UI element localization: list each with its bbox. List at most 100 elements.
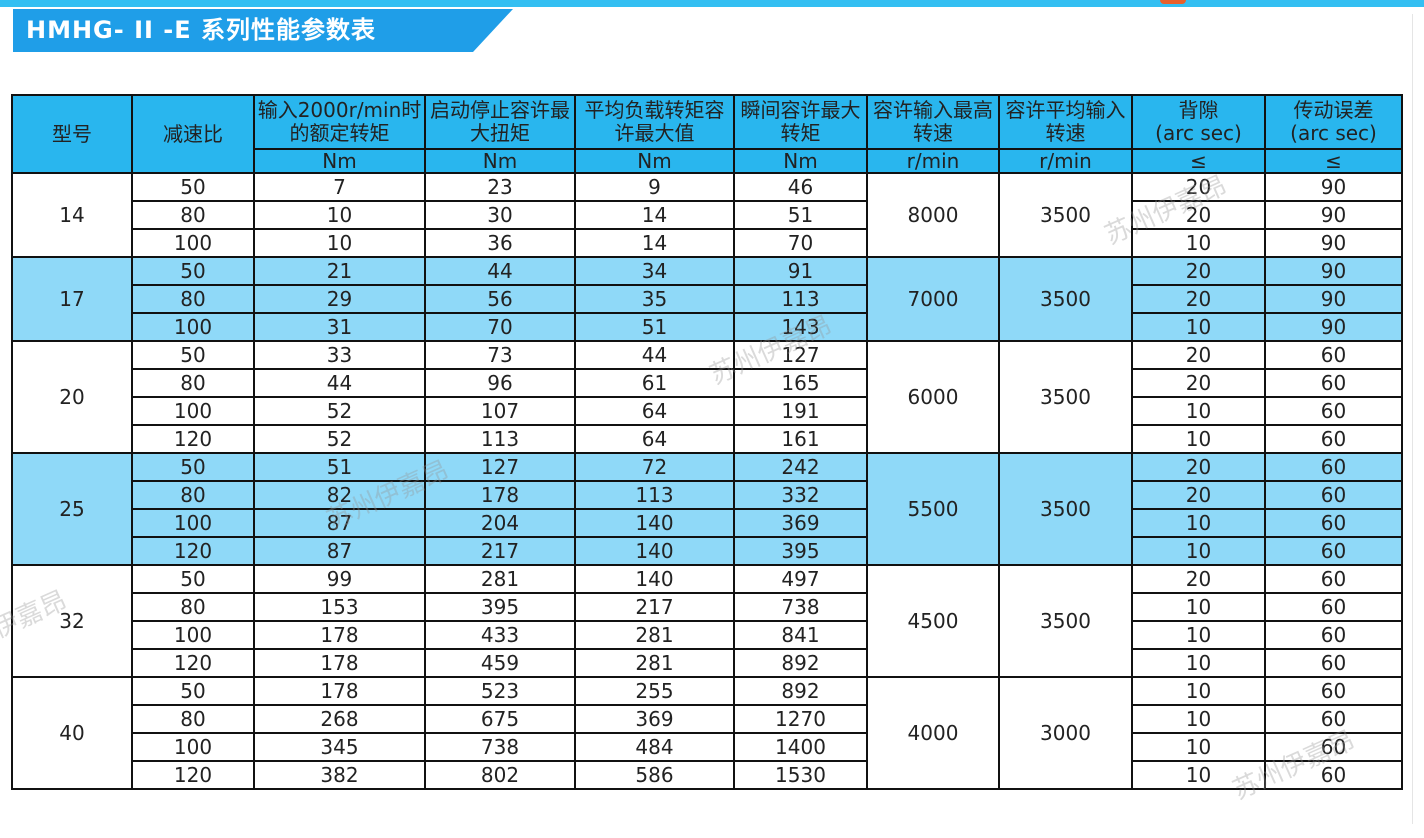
cell-ratio: 80 (131, 284, 255, 314)
cell-rated-torque: 178 (253, 676, 426, 706)
cell-start-stop-torque: 204 (424, 508, 576, 538)
cell-rated-torque: 29 (253, 284, 426, 314)
cell-backlash: 10 (1131, 536, 1266, 566)
cell-ratio: 50 (131, 172, 255, 202)
cell-backlash: 10 (1131, 424, 1266, 454)
table-row: 80 268 675 369 1270 10 60 (12, 704, 1403, 734)
cell-instant-torque: 892 (733, 676, 868, 706)
table-row: 100 178 433 281 841 10 60 (12, 620, 1403, 650)
cell-backlash: 10 (1131, 704, 1266, 734)
cell-backlash: 10 (1131, 760, 1266, 790)
cell-instant-torque: 1400 (733, 732, 868, 762)
cell-model: 40 (11, 676, 133, 790)
spec-table: 型号 减速比 输入2000r/min时的额定转矩 启动停止容许最大扭矩 平均负载… (11, 94, 1403, 790)
cell-avg-load-torque: 9 (574, 172, 735, 202)
cell-max-input-speed: 4500 (866, 564, 1000, 678)
cell-transmission-error: 90 (1264, 172, 1403, 202)
table-row: 17 50 21 44 34 91 7000 3500 20 90 (11, 256, 1403, 342)
cell-max-input-speed: 4000 (866, 676, 1000, 790)
table-row: 80 44 96 61 165 20 60 (12, 368, 1403, 398)
cell-rated-torque: 21 (253, 256, 426, 286)
cell-avg-load-torque: 14 (574, 228, 735, 258)
cell-avg-load-torque: 484 (574, 732, 735, 762)
cell-rated-torque: 10 (253, 200, 426, 230)
cell-transmission-error: 90 (1264, 284, 1403, 314)
header-avg-load-torque: 平均负载转矩容许最大值 (574, 94, 735, 150)
cell-backlash: 20 (1131, 452, 1266, 482)
cell-rated-torque: 52 (253, 424, 426, 454)
table-row: 120 52 113 64 161 10 60 (12, 424, 1403, 454)
cell-start-stop-torque: 36 (424, 228, 576, 258)
cell-backlash: 20 (1131, 368, 1266, 398)
table-row: 80 82 178 113 332 20 60 (12, 480, 1403, 510)
table-row: 100 87 204 140 369 10 60 (12, 508, 1403, 538)
cell-avg-load-torque: 217 (574, 592, 735, 622)
unit-transmission-error: ≤ (1264, 148, 1403, 174)
cell-backlash: 10 (1131, 732, 1266, 762)
cell-instant-torque: 191 (733, 396, 868, 426)
cell-start-stop-torque: 395 (424, 592, 576, 622)
unit-backlash: ≤ (1131, 148, 1266, 174)
cell-avg-load-torque: 35 (574, 284, 735, 314)
cell-avg-load-torque: 34 (574, 256, 735, 286)
table-row: 25 50 51 127 72 242 5500 3500 20 60 (11, 452, 1403, 566)
cell-instant-torque: 242 (733, 452, 868, 482)
header-backlash: 背隙 (arc sec) (1131, 94, 1266, 150)
cell-rated-torque: 99 (253, 564, 426, 594)
cell-instant-torque: 1270 (733, 704, 868, 734)
cell-instant-torque: 46 (733, 172, 868, 202)
table-row: 14 50 7 23 9 46 8000 3500 20 90 (11, 172, 1403, 258)
cell-start-stop-torque: 70 (424, 312, 576, 342)
cell-backlash: 10 (1131, 312, 1266, 342)
cell-start-stop-torque: 738 (424, 732, 576, 762)
right-divider (1412, 14, 1413, 824)
unit-start-stop-torque: Nm (424, 148, 576, 174)
header-ratio: 减速比 (131, 94, 255, 174)
cell-backlash: 20 (1131, 340, 1266, 370)
unit-row: Nm Nm Nm Nm r/min r/min ≤ ≤ (12, 148, 1403, 174)
table-row: 32 50 99 281 140 497 4500 3500 20 60 (11, 564, 1403, 678)
unit-avg-load-torque: Nm (574, 148, 735, 174)
cell-start-stop-torque: 523 (424, 676, 576, 706)
cell-ratio: 80 (131, 368, 255, 398)
cell-avg-load-torque: 64 (574, 424, 735, 454)
cell-rated-torque: 31 (253, 312, 426, 342)
cell-start-stop-torque: 281 (424, 564, 576, 594)
cell-ratio: 120 (131, 648, 255, 678)
cell-transmission-error: 60 (1264, 648, 1403, 678)
cell-ratio: 80 (131, 592, 255, 622)
cell-avg-load-torque: 44 (574, 340, 735, 370)
cell-transmission-error: 60 (1264, 424, 1403, 454)
cell-transmission-error: 60 (1264, 480, 1403, 510)
cell-backlash: 10 (1131, 508, 1266, 538)
cell-transmission-error: 60 (1264, 592, 1403, 622)
cell-ratio: 80 (131, 480, 255, 510)
cell-avg-load-torque: 61 (574, 368, 735, 398)
table-row: 100 52 107 64 191 10 60 (12, 396, 1403, 426)
table-row: 120 87 217 140 395 10 60 (12, 536, 1403, 566)
header-instant-torque: 瞬间容许最大转矩 (733, 94, 868, 150)
cell-instant-torque: 332 (733, 480, 868, 510)
table-row: 100 345 738 484 1400 10 60 (12, 732, 1403, 762)
cell-ratio: 100 (131, 620, 255, 650)
header-model: 型号 (11, 94, 133, 174)
cell-model: 32 (11, 564, 133, 678)
cell-transmission-error: 90 (1264, 256, 1403, 286)
cell-avg-load-torque: 140 (574, 508, 735, 538)
cell-ratio: 50 (131, 564, 255, 594)
cell-rated-torque: 87 (253, 536, 426, 566)
cell-rated-torque: 82 (253, 480, 426, 510)
unit-max-input-speed: r/min (866, 148, 1000, 174)
table-row: 80 153 395 217 738 10 60 (12, 592, 1403, 622)
header-row: 型号 减速比 输入2000r/min时的额定转矩 启动停止容许最大扭矩 平均负载… (11, 94, 1403, 174)
table-row: 80 10 30 14 51 20 90 (12, 200, 1403, 230)
header-avg-input-speed: 容许平均输入转速 (998, 94, 1133, 150)
cell-rated-torque: 153 (253, 592, 426, 622)
cell-avg-input-speed: 3000 (998, 676, 1133, 790)
cell-transmission-error: 60 (1264, 676, 1403, 706)
cell-backlash: 20 (1131, 480, 1266, 510)
cell-ratio: 80 (131, 704, 255, 734)
cell-avg-input-speed: 3500 (998, 564, 1133, 678)
cell-model: 20 (11, 340, 133, 454)
cell-instant-torque: 113 (733, 284, 868, 314)
